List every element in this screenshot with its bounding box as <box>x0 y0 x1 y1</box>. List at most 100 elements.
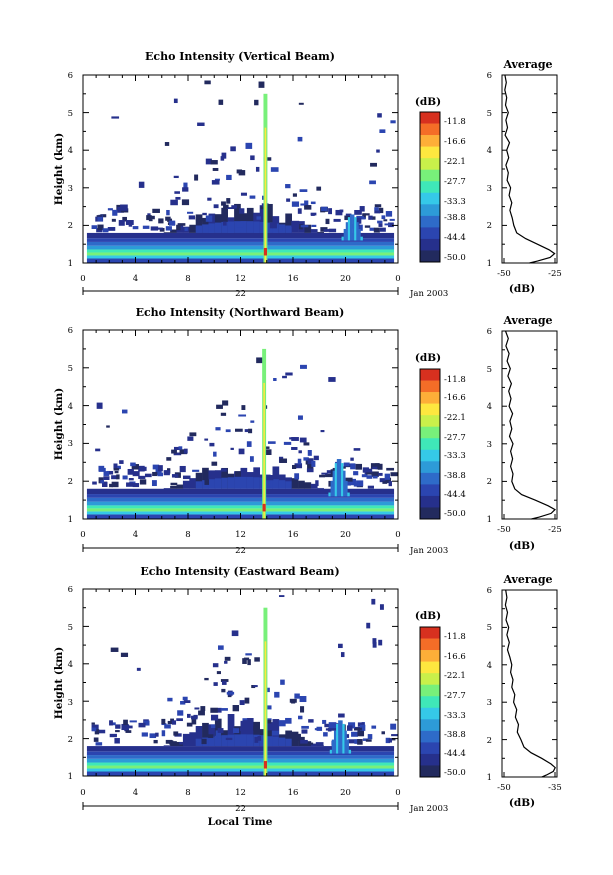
heatmap-cell <box>181 199 190 206</box>
heatmap-cell <box>169 220 176 226</box>
y-tick-label: 5 <box>68 109 73 119</box>
heatmap-cell <box>166 457 172 461</box>
heatmap-cell <box>253 685 258 688</box>
heatmap-cell <box>178 446 183 450</box>
heatmap-cell <box>299 189 308 192</box>
heatmap-cell <box>253 221 260 233</box>
heatmap-cell <box>141 732 148 737</box>
heatmap-cell <box>195 216 202 221</box>
heatmap-cell <box>356 217 362 224</box>
heatmap-cell <box>278 720 286 727</box>
heatmap-cell <box>315 742 324 746</box>
heatmap-cell <box>107 208 113 211</box>
heatmap-cell <box>320 430 325 433</box>
heatmap-cell <box>369 180 376 185</box>
heatmap-cell <box>353 448 361 451</box>
average-y-tick-label: 6 <box>487 71 492 81</box>
heatmap-cell <box>381 731 385 735</box>
heatmap-cell <box>170 229 177 233</box>
heatmap-cell <box>180 700 186 705</box>
colorbar-swatch <box>420 495 440 508</box>
average-x-label: (dB) <box>509 283 535 295</box>
heatmap-cell <box>362 738 369 741</box>
heatmap-cell <box>249 195 256 199</box>
colorbar-unit: (dB) <box>415 96 441 108</box>
heatmap-cell <box>106 425 110 428</box>
heatmap-cell <box>375 463 380 470</box>
heatmap-cell <box>253 725 258 731</box>
heatmap-cell <box>123 719 128 726</box>
heatmap-cell <box>266 475 274 481</box>
heatmap-cell <box>164 142 170 146</box>
heatmap-cell <box>115 730 120 733</box>
heatmap-cell <box>362 213 366 219</box>
heatmap-cell <box>266 203 273 233</box>
heatmap-cell <box>249 456 254 462</box>
heatmap-cell <box>204 479 210 485</box>
heatmap-cell <box>183 182 188 188</box>
heatmap-cell <box>285 481 292 489</box>
heatmap-cell <box>163 745 171 747</box>
heatmap-cell <box>182 480 190 489</box>
heatmap-cell <box>230 146 236 152</box>
average-y-tick-label: 6 <box>487 327 492 337</box>
heatmap-cell <box>316 186 322 191</box>
heatmap-cell <box>259 221 267 233</box>
y-ticks <box>83 329 398 520</box>
heatmap-cell <box>332 470 336 497</box>
heatmap-cell <box>113 463 118 470</box>
heatmap-cell <box>143 720 150 726</box>
heatmap-cell <box>366 622 371 629</box>
heatmap-cell <box>200 218 205 222</box>
heatmap-cell <box>285 213 292 233</box>
heatmap-cell <box>165 216 171 221</box>
heatmap-cell <box>86 511 395 515</box>
y-tick-label: 6 <box>68 585 73 595</box>
heatmap-cell <box>86 488 395 495</box>
date-suffix: Jan 2003 <box>409 546 448 556</box>
heatmap-cell <box>282 375 287 379</box>
colorbar-label: -22.1 <box>444 157 466 167</box>
heatmap-cell <box>321 206 328 212</box>
heatmap-cell <box>325 218 330 225</box>
heatmap-cell <box>361 474 368 478</box>
heatmap-cell <box>285 225 292 233</box>
heatmap-cell <box>253 477 260 489</box>
heatmap-cell <box>370 162 377 167</box>
heatmap-cell <box>297 208 302 214</box>
heatmap-cell <box>291 437 299 441</box>
x-tick-label: 16 <box>288 274 299 284</box>
heatmap-cell <box>272 466 280 489</box>
heatmap-cell <box>115 724 121 729</box>
heatmap-cell <box>266 735 273 747</box>
heatmap-cell <box>170 482 178 486</box>
heatmap-cell <box>346 725 353 731</box>
heatmap-cell <box>265 481 271 488</box>
colorbar <box>419 626 441 778</box>
x-tick-label: 8 <box>185 274 190 284</box>
heatmap-cell <box>207 197 212 201</box>
heatmap-cell <box>327 727 332 732</box>
heatmap-cell <box>221 477 229 489</box>
heatmap-cell <box>304 741 312 747</box>
heatmap-cell <box>265 705 272 710</box>
heatmap-cell <box>357 739 363 745</box>
colorbar-swatch <box>420 684 440 697</box>
heatmap-cell <box>173 731 179 736</box>
heatmap-cell <box>100 214 107 218</box>
heatmap-cell <box>386 467 395 471</box>
average-y-tick-label: 2 <box>487 477 492 487</box>
heatmap-cell <box>244 429 249 433</box>
average-y-tick-label: 5 <box>487 623 492 633</box>
heatmap-cell <box>298 480 305 489</box>
heatmap-cell <box>86 508 395 512</box>
y-axis-label: Height (km) <box>53 133 65 205</box>
average-x-label: (dB) <box>509 797 535 809</box>
average-y-tick-label: 1 <box>487 773 492 783</box>
heatmap-cell <box>236 169 243 174</box>
date-suffix: Jan 2003 <box>409 289 448 299</box>
heatmap-cell <box>86 249 395 253</box>
heatmap-cell <box>297 136 303 142</box>
heatmap-cell <box>173 98 178 104</box>
heatmap-cell <box>354 224 363 231</box>
